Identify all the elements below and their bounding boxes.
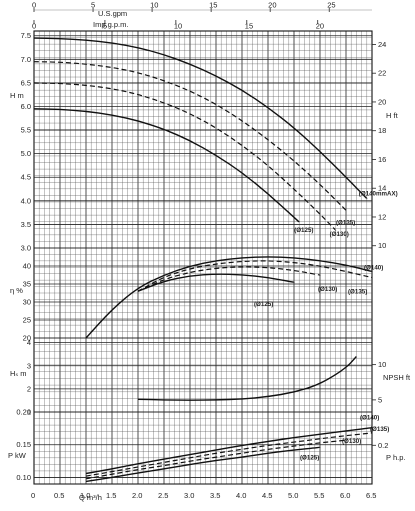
curve-power-0	[85, 426, 373, 475]
left-tick-label: 1	[27, 408, 31, 417]
imp-gpm-tick-label: 0	[32, 22, 36, 31]
left-tick-label: 3.0	[21, 244, 31, 253]
imp-gpm-axis-label: Imp.g.p.m.	[93, 20, 128, 29]
curve-label-head-1: (Ø135)	[336, 219, 355, 226]
q-tick-label: 0	[31, 491, 35, 500]
curve-efficiency-1	[137, 260, 373, 292]
curve-label-head-2: (Ø130)	[330, 231, 349, 238]
left-tick-label: 0.20	[16, 408, 31, 417]
left-tick-label: 30	[23, 298, 31, 307]
label-layer: 0 5 10 15 20 250 5 10 15 200 0.5 1.0 1.5 2.0 2.5 3.0 3.5…	[16, 1, 397, 501]
right-tick-label: 16	[378, 155, 386, 164]
left-tick-label: 4.0	[21, 196, 31, 205]
curve-head-1	[33, 61, 347, 211]
curve-power-1	[85, 432, 373, 477]
us-gpm-tick-label: 10	[150, 1, 158, 10]
curve-label-efficiency-0: (Ø140)	[364, 264, 383, 271]
curve-head-0	[33, 37, 368, 200]
curve-label-power-1: (Ø135)	[370, 426, 389, 433]
q-tick-label: 1.5	[106, 491, 116, 500]
q-tick-label: 0.5	[54, 491, 64, 500]
left-tick-label: 40	[23, 262, 31, 271]
us-gpm-tick-label: 20	[268, 1, 276, 10]
left-tick-label: 25	[23, 316, 31, 325]
us-gpm-tick-label: 5	[91, 1, 95, 10]
right-tick-label: 12	[378, 212, 386, 221]
power-right-axis-label: P h.p.	[386, 453, 405, 462]
curve-efficiency-2	[137, 266, 321, 292]
npsh-left-axis-label: Hₛ m	[10, 369, 27, 378]
curve-head-3	[33, 108, 300, 223]
imp-gpm-tick-label: 5	[103, 22, 107, 31]
curve-label-head-3: (Ø125)	[294, 227, 313, 234]
left-tick-label: 7.0	[21, 55, 31, 64]
imp-gpm-tick-label: 20	[316, 22, 324, 31]
right-tick-label: 14	[378, 184, 386, 193]
q-tick-label: 6.0	[340, 491, 350, 500]
q-tick-label: 3.0	[184, 491, 194, 500]
q-tick-label: 4.5	[262, 491, 272, 500]
right-tick-label: 10	[378, 360, 386, 369]
q-axis-label: Q m³/h	[79, 493, 102, 502]
power-left-axis-label: P kW	[8, 451, 27, 460]
right-tick-label: 0.2	[378, 441, 388, 450]
q-tick-label: 6.5	[366, 491, 376, 500]
left-tick-label: 6.0	[21, 102, 31, 111]
head-left-axis-label: H m	[10, 91, 24, 100]
left-tick-label: 0.10	[16, 473, 31, 482]
curve-label-efficiency-1: (Ø135)	[348, 289, 367, 296]
left-tick-label: 35	[23, 280, 31, 289]
left-tick-label: 4.5	[21, 173, 31, 182]
curve-label-efficiency-2: (Ø130)	[318, 286, 337, 293]
curve-power-2	[85, 439, 347, 480]
q-tick-label: 4.0	[236, 491, 246, 500]
curve-efficiency-3	[137, 273, 295, 292]
imp-gpm-tick-label: 10	[174, 22, 182, 31]
q-tick-label: 2.0	[132, 491, 142, 500]
curve-label-power-2: (Ø130)	[342, 438, 361, 445]
right-tick-label: 18	[378, 126, 386, 135]
q-tick-label: 3.5	[210, 491, 220, 500]
left-tick-label: 7.5	[21, 31, 31, 40]
left-tick-label: 2	[27, 384, 31, 393]
us-gpm-tick-label: 15	[209, 1, 217, 10]
us-gpm-axis-label: U.S.gpm	[98, 9, 127, 18]
curve-efficiency-0	[85, 256, 373, 339]
curve-label-power-0: (Ø140)	[360, 415, 379, 422]
q-tick-label: 5.5	[314, 491, 324, 500]
right-tick-label: 24	[378, 40, 386, 49]
curve-power-3	[85, 446, 321, 483]
left-tick-label: 0.15	[16, 440, 31, 449]
head-right-axis-label: H ft	[386, 111, 399, 120]
curve-label-power-3: (Ø125)	[300, 454, 319, 461]
q-tick-label: 1.0	[80, 491, 90, 500]
curve-layer	[33, 37, 373, 483]
npsh-right-axis-label: NPSH ft	[383, 373, 411, 382]
chart-frame	[33, 30, 373, 485]
right-tick-label: 10	[378, 241, 386, 250]
us-gpm-tick-label: 25	[327, 1, 335, 10]
curve-head-2	[33, 82, 337, 231]
right-tick-label: 22	[378, 69, 386, 78]
efficiency-axis-label: η %	[10, 286, 23, 295]
curve-label-efficiency-3: (Ø125)	[254, 301, 273, 308]
us-gpm-tick-label: 0	[32, 1, 36, 10]
left-tick-label: 20	[23, 334, 31, 343]
left-tick-label: 6.5	[21, 78, 31, 87]
right-tick-label: 5	[378, 395, 382, 404]
q-tick-label: 5.0	[288, 491, 298, 500]
left-tick-label: 4	[27, 338, 31, 347]
left-tick-label: 3.5	[21, 220, 31, 229]
curve-npsh-0	[137, 356, 357, 401]
imp-gpm-tick-label: 15	[245, 22, 253, 31]
grid-layer	[33, 8, 376, 485]
q-tick-label: 2.5	[158, 491, 168, 500]
right-tick-label: 20	[378, 97, 386, 106]
left-tick-label: 3	[27, 361, 31, 370]
curve-label-head-0: (Ø140mmAX)	[359, 190, 398, 197]
left-tick-label: 5.5	[21, 126, 31, 135]
left-tick-label: 5.0	[21, 149, 31, 158]
